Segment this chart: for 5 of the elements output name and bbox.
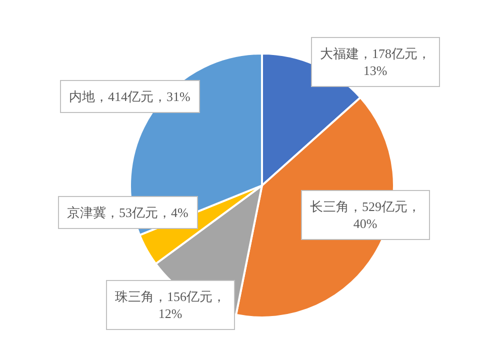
- slice-label: 长三角，529亿元，40%: [310, 199, 420, 231]
- slice-label: 大福建，178亿元，13%: [320, 46, 430, 78]
- slice-label: 内地，414亿元，31%: [69, 89, 190, 104]
- slice-label: 京津冀，53亿元，4%: [67, 205, 188, 220]
- slice-label: 珠三角，156亿元，12%: [115, 289, 226, 321]
